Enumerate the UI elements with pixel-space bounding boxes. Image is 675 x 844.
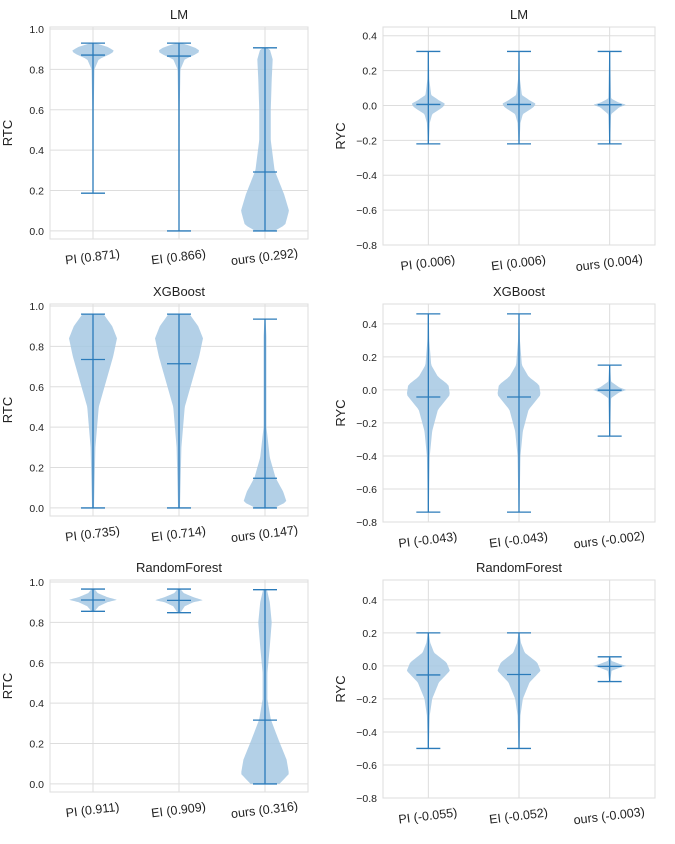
y-axis-label: RTC — [0, 397, 15, 423]
chart-title: XGBoost — [493, 284, 545, 299]
y-tick-label: 0.4 — [29, 698, 44, 710]
y-tick-label: −0.4 — [356, 451, 377, 463]
x-tick-label: ours (0.316) — [230, 799, 299, 821]
y-tick-label: 0.0 — [29, 226, 44, 238]
x-tick-label: ours (0.004) — [575, 252, 644, 274]
plot-frame — [382, 26, 656, 246]
x-tick-label: EI (-0.043) — [488, 529, 548, 550]
y-tick-label: −0.4 — [356, 170, 377, 182]
plot-frame — [49, 303, 309, 517]
y-tick-label: 0.2 — [29, 739, 44, 751]
y-tick-label: 0.8 — [29, 617, 44, 629]
x-tick-label: EI (-0.052) — [488, 805, 548, 826]
plot-frame — [382, 579, 656, 799]
y-tick-label: 0.2 — [29, 463, 44, 475]
plot-frame — [382, 303, 656, 523]
chart-title: LM — [510, 7, 528, 22]
y-tick-label: 0.4 — [29, 422, 44, 434]
y-tick-label: 0.8 — [29, 64, 44, 76]
x-tick-label: EI (0.714) — [150, 524, 206, 545]
x-tick-label: EI (0.866) — [150, 247, 206, 268]
x-tick-label: ours (-0.002) — [573, 529, 646, 552]
y-axis-label: RTC — [0, 120, 15, 146]
x-tick-label: EI (0.909) — [150, 800, 206, 821]
y-tick-label: 1.0 — [29, 24, 44, 36]
y-tick-label: 0.0 — [362, 385, 377, 397]
y-tick-label: −0.2 — [356, 418, 377, 430]
y-tick-label: −0.8 — [356, 793, 377, 805]
y-tick-label: 0.0 — [29, 503, 44, 515]
y-tick-label: 0.0 — [29, 779, 44, 791]
y-tick-label: −0.6 — [356, 760, 377, 772]
x-tick-label: PI (0.911) — [65, 800, 120, 820]
y-tick-label: 0.4 — [29, 145, 44, 157]
y-tick-label: 0.0 — [362, 661, 377, 673]
y-tick-label: 1.0 — [29, 577, 44, 589]
x-tick-label: PI (-0.055) — [398, 805, 458, 826]
y-tick-label: 0.6 — [29, 105, 44, 117]
x-tick-label: ours (-0.003) — [573, 805, 646, 828]
x-tick-label: PI (0.871) — [64, 247, 120, 268]
y-tick-label: −0.2 — [356, 694, 377, 706]
y-tick-label: 0.2 — [362, 628, 377, 640]
y-tick-label: −0.8 — [356, 240, 377, 252]
y-axis-label: RYC — [333, 399, 348, 426]
y-tick-label: 0.2 — [362, 352, 377, 364]
y-tick-label: 0.2 — [29, 186, 44, 198]
y-tick-label: −0.6 — [356, 205, 377, 217]
x-tick-label: PI (0.735) — [64, 524, 120, 545]
y-tick-label: −0.6 — [356, 484, 377, 496]
y-tick-label: 0.4 — [362, 319, 377, 331]
y-tick-label: 0.0 — [362, 100, 377, 112]
chart-panel-3: 0.0 0.2 0.4 0.6 0.8 1.0 XGBoost RTC PI (0.735) EI… — [0, 284, 309, 545]
y-tick-label: 1.0 — [29, 301, 44, 313]
chart-title: RandomForest — [476, 560, 562, 575]
y-tick-label: −0.2 — [356, 135, 377, 147]
chart-panel-6: −0.8 −0.6 −0.4 −0.2 0.0 0.2 0.4 RandomForest RYC… — [333, 560, 656, 828]
chart-panel-2: −0.8 −0.6 −0.4 −0.2 0.0 0.2 0.4 LM RYC PI (0.006)… — [333, 7, 656, 274]
y-axis-label: RTC — [0, 673, 15, 699]
x-tick-label: ours (0.292) — [230, 246, 299, 268]
chart-panel-4: −0.8 −0.6 −0.4 −0.2 0.0 0.2 0.4 XGBoost RYC PI (-… — [333, 284, 656, 552]
y-tick-label: −0.8 — [356, 517, 377, 529]
y-tick-label: 0.2 — [362, 66, 377, 78]
chart-title: LM — [170, 7, 188, 22]
y-axis-label: RYC — [333, 675, 348, 702]
chart-title: RandomForest — [136, 560, 222, 575]
y-tick-label: 0.4 — [362, 595, 377, 607]
y-tick-label: 0.6 — [29, 382, 44, 394]
y-tick-label: 0.8 — [29, 341, 44, 353]
y-tick-label: 0.4 — [362, 31, 377, 43]
x-tick-label: PI (0.006) — [400, 253, 456, 274]
plot-frame — [49, 26, 309, 240]
chart-title: XGBoost — [153, 284, 205, 299]
y-tick-label: 0.6 — [29, 658, 44, 670]
y-axis-label: RYC — [333, 122, 348, 149]
y-tick-label: −0.4 — [356, 727, 377, 739]
x-tick-label: PI (-0.043) — [398, 529, 458, 550]
chart-panel-5: 0.0 0.2 0.4 0.6 0.8 1.0 RandomForest RTC PI (0.9… — [0, 560, 309, 821]
x-tick-label: EI (0.006) — [490, 253, 546, 274]
x-tick-label: ours (0.147) — [230, 523, 299, 545]
plot-frame — [49, 579, 309, 793]
chart-panel-1: 0.0 0.2 0.4 0.6 0.8 1.0 LM RTC PI (0.871) EI (0.8… — [0, 7, 309, 268]
